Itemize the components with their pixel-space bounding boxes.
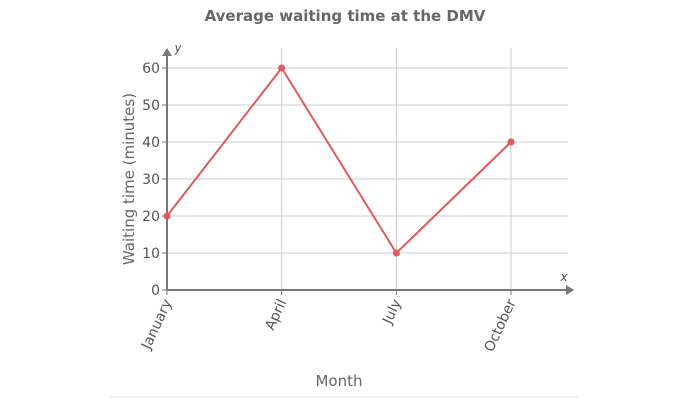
y-tick-label: 40	[142, 135, 160, 151]
x-tick-label: January	[138, 297, 175, 353]
axes	[162, 48, 574, 295]
y-tick-label: 0	[151, 283, 160, 299]
y-tick-label: 60	[142, 61, 160, 77]
y-tick-labels: 0 10 20 30 40 50 60	[142, 61, 160, 299]
x-tick-labels: January April July October	[138, 297, 519, 355]
data-point-january	[163, 212, 171, 220]
data-point-october	[507, 138, 515, 146]
y-axis-arrow-icon	[162, 48, 172, 56]
y-tick-label: 10	[142, 246, 160, 262]
y-tick-label: 20	[142, 209, 160, 225]
chart-title: Average waiting time at the DMV	[205, 7, 486, 25]
x-tick-label: October	[481, 297, 519, 355]
x-tick-label: July	[379, 297, 405, 327]
y-tick-label: 30	[142, 172, 160, 188]
x-axis-letter: x	[559, 270, 568, 284]
y-axis-letter: y	[173, 41, 182, 55]
x-axis-title: Month	[315, 372, 362, 390]
series-line	[166, 67, 512, 254]
y-axis-title: Waiting time (minutes)	[120, 93, 138, 265]
data-series	[163, 64, 515, 257]
y-tick-label: 50	[142, 98, 160, 114]
data-point-april	[278, 64, 286, 72]
x-axis-arrow-icon	[566, 285, 574, 295]
vertical-gridlines	[166, 48, 512, 295]
x-tick-label: April	[262, 297, 290, 333]
data-point-july	[392, 249, 400, 257]
horizontal-gridlines	[162, 67, 568, 291]
